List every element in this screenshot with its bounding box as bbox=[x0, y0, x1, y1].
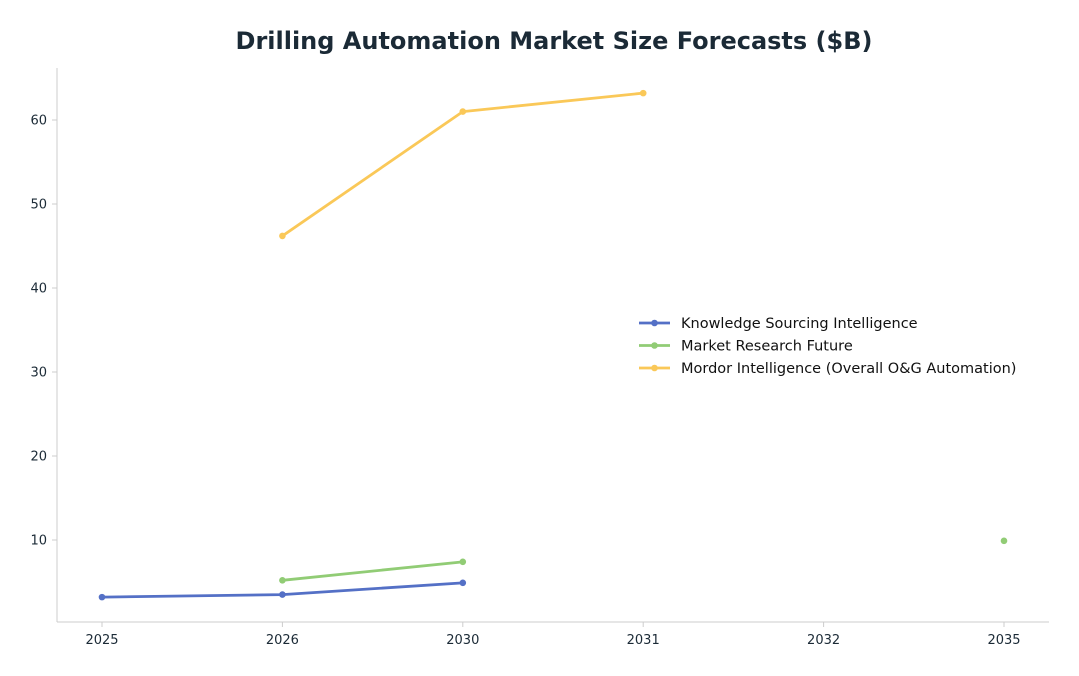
series-1 bbox=[98, 579, 467, 601]
y-tick-label: 50 bbox=[30, 198, 47, 213]
series-2 bbox=[279, 537, 1008, 584]
legend-item: Mordor Intelligence (Overall O&G Automat… bbox=[639, 361, 1016, 377]
data-point bbox=[639, 89, 647, 97]
data-point bbox=[459, 579, 467, 587]
x-tick-label: 2031 bbox=[627, 633, 660, 648]
data-point bbox=[1000, 537, 1008, 545]
series-line bbox=[280, 560, 465, 582]
legend-swatch-marker bbox=[651, 319, 658, 327]
legend-swatch-marker bbox=[651, 342, 658, 349]
series-layer bbox=[98, 89, 1008, 601]
legend-item: Market Research Future bbox=[639, 339, 853, 355]
y-tick-label: 20 bbox=[30, 450, 47, 465]
legend: Knowledge Sourcing Intelligence Market Re… bbox=[639, 316, 1016, 377]
x-tick-label: 2025 bbox=[85, 633, 118, 648]
chart-title: Drilling Automation Market Size Forecast… bbox=[236, 27, 873, 55]
data-point bbox=[459, 108, 467, 115]
legend-swatch-marker bbox=[651, 364, 658, 372]
data-point bbox=[279, 591, 286, 598]
x-tick-label: 2030 bbox=[446, 633, 479, 648]
x-tick-label: 2035 bbox=[987, 633, 1020, 648]
x-tick-label: 2032 bbox=[807, 633, 840, 648]
data-point bbox=[279, 577, 286, 584]
data-point bbox=[459, 558, 467, 566]
legend-label: Mordor Intelligence (Overall O&G Automat… bbox=[681, 361, 1016, 377]
y-tick-label: 40 bbox=[30, 282, 47, 297]
legend-item: Knowledge Sourcing Intelligence bbox=[639, 316, 918, 332]
data-point bbox=[279, 232, 286, 240]
y-tick-label: 10 bbox=[30, 534, 47, 549]
legend-label: Market Research Future bbox=[681, 339, 853, 355]
x-tick-label: 2026 bbox=[266, 633, 299, 648]
y-tick-label: 30 bbox=[30, 366, 47, 381]
data-point bbox=[98, 593, 106, 601]
series-3 bbox=[279, 89, 647, 240]
y-tick-label: 60 bbox=[30, 114, 47, 129]
legend-label: Knowledge Sourcing Intelligence bbox=[681, 316, 918, 332]
